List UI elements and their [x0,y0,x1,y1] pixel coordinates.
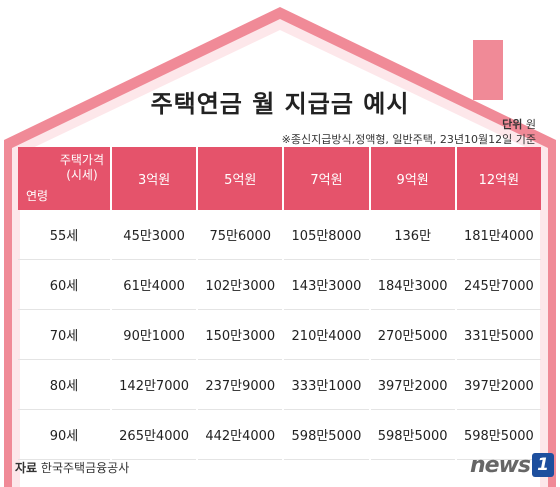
value-cell: 61만4000 [112,260,197,310]
value-cell: 105만8000 [284,210,369,260]
house-wall [20,30,540,487]
column-header: 3억원 [112,147,197,210]
value-cell: 442만4000 [198,410,283,460]
age-cell: 80세 [18,360,110,410]
column-header: 12억원 [456,147,541,210]
value-cell: 181만4000 [456,210,541,260]
column-header: 7억원 [284,147,369,210]
source-credit: 자료 한국주택금융공사 [15,461,130,475]
value-cell: 102만3000 [198,260,283,310]
value-cell: 90만1000 [112,310,197,360]
value-cell: 237만9000 [198,360,283,410]
value-cell: 397만2000 [456,360,541,410]
table-row: 70세 90만1000 150만3000 210만4000 270만5000 3… [18,310,541,360]
age-cell: 60세 [18,260,110,310]
corner-price-label: 주택가격 (시세) [59,153,104,182]
value-cell: 245만7000 [456,260,541,310]
column-header: 9억원 [370,147,455,210]
table-row: 55세 45만3000 75만6000 105만8000 136만 181만40… [18,210,541,260]
page-title: 주택연금 월 지급금 예시 [150,90,410,118]
header-row: 주택가격 (시세) 연령 3억원 5억원 7억원 9억원 12억원 [18,147,541,210]
age-cell: 70세 [18,310,110,360]
value-cell: 142만7000 [112,360,197,410]
logo-text: news [470,452,531,478]
value-cell: 210만4000 [284,310,369,360]
age-cell: 55세 [18,210,110,260]
corner-age-label: 연령 [26,189,49,203]
corner-header: 주택가격 (시세) 연령 [18,147,110,210]
value-cell: 45만3000 [112,210,197,260]
table-row: 80세 142만7000 237만9000 333만1000 397만2000 … [18,360,541,410]
pension-table: 주택가격 (시세) 연령 3억원 5억원 7억원 9억원 12억원 55세 45… [16,147,543,460]
value-cell: 397만2000 [370,360,455,410]
value-cell: 75만6000 [198,210,283,260]
value-cell: 598만5000 [284,410,369,460]
column-header: 5억원 [198,147,283,210]
basis-note: ※종신지급방식,정액형, 일반주택, 23년10월12일 기준 [281,133,536,146]
value-cell: 270만5000 [370,310,455,360]
value-cell: 143만3000 [284,260,369,310]
table-row: 60세 61만4000 102만3000 143만3000 184만3000 2… [18,260,541,310]
value-cell: 333만1000 [284,360,369,410]
age-cell: 90세 [18,410,110,460]
unit-label: 단위 원 [502,118,536,131]
value-cell: 331만5000 [456,310,541,360]
value-cell: 598만5000 [456,410,541,460]
news1-logo: news 1 [470,452,555,478]
value-cell: 184만3000 [370,260,455,310]
value-cell: 265만4000 [112,410,197,460]
chimney [473,40,503,100]
value-cell: 136만 [370,210,455,260]
table-row: 90세 265만4000 442만4000 598만5000 598만5000 … [18,410,541,460]
value-cell: 598만5000 [370,410,455,460]
value-cell: 150만3000 [198,310,283,360]
logo-mark: 1 [532,453,555,477]
